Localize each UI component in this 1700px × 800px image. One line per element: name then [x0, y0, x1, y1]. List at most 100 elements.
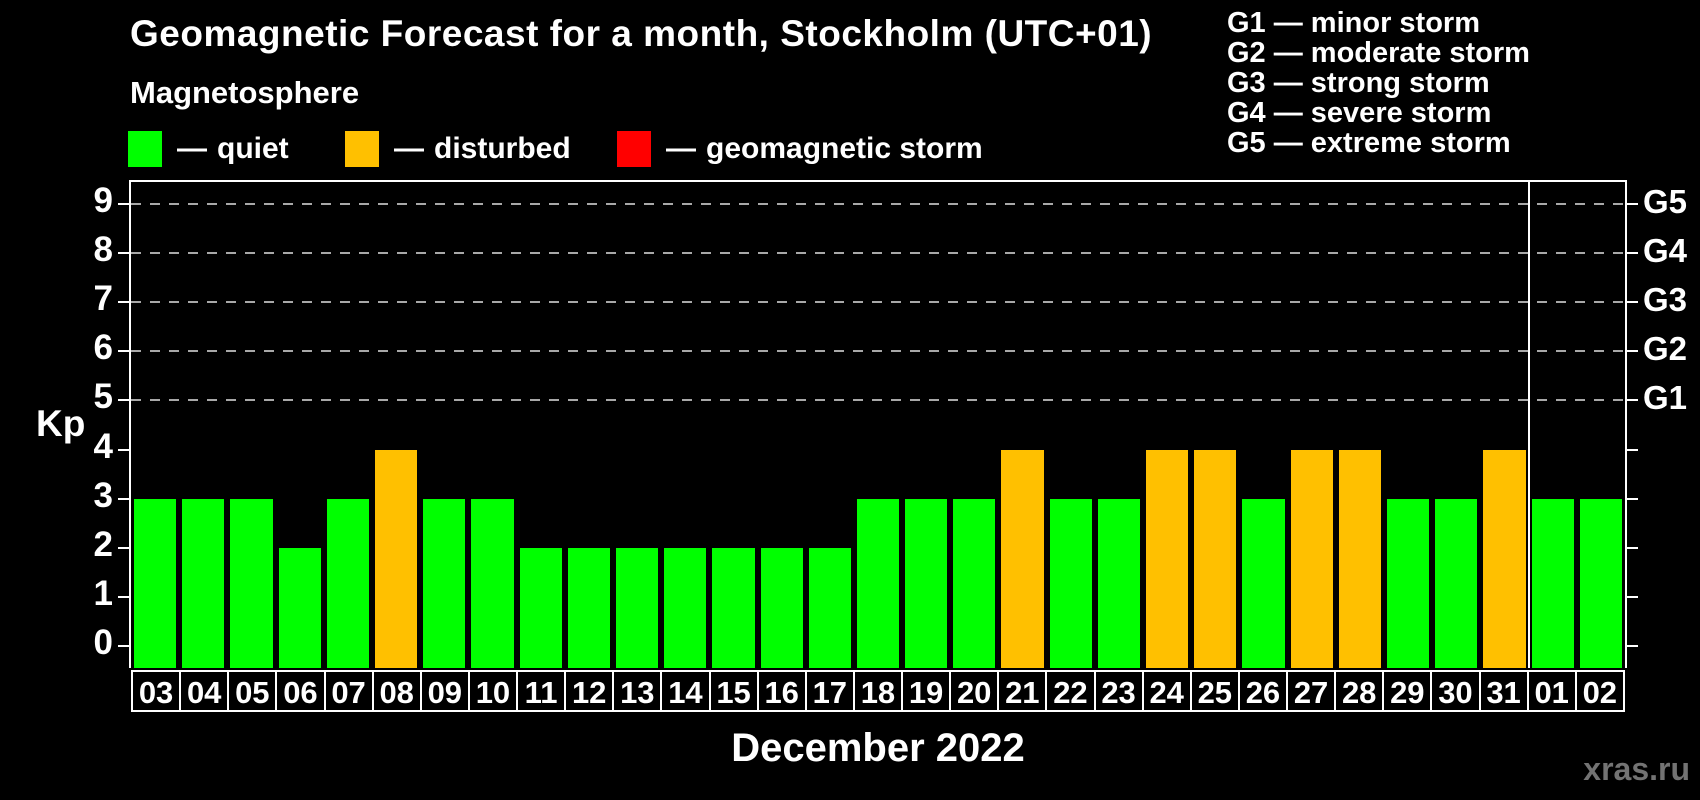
y-tick-right-8 [1627, 252, 1638, 255]
axis-left [129, 180, 131, 668]
kp-bar-day-04 [182, 498, 225, 668]
y-tick-label-9: 9 [93, 181, 113, 221]
kp-bar-day-18 [856, 498, 900, 668]
y-tick-right-4 [1627, 448, 1638, 451]
day-label-31: 31 [1478, 670, 1529, 712]
gridline-kp8 [131, 252, 1625, 255]
legend-swatch-disturbed [345, 131, 379, 167]
day-label-26: 26 [1237, 670, 1288, 712]
kp-bar-day-13 [615, 547, 659, 668]
gridline-kp7 [131, 301, 1625, 304]
storm-scale-item-g5: G5 — extreme storm [1227, 127, 1511, 159]
y-tick-right-1 [1627, 595, 1638, 598]
gridline-kp9 [131, 203, 1625, 206]
day-label-02: 02 [1574, 670, 1625, 712]
axis-top [129, 180, 1627, 182]
kp-bar-day-08 [374, 449, 418, 668]
y-tick-left-0 [118, 644, 129, 647]
day-label-18: 18 [852, 670, 903, 712]
kp-bar-day-12 [567, 547, 610, 668]
gridline-kp5 [131, 399, 1625, 402]
kp-bar-day-09 [423, 498, 466, 668]
y-tick-left-6 [118, 350, 129, 353]
kp-bar-day-05 [230, 498, 273, 668]
day-label-07: 07 [323, 670, 374, 712]
plot-area [118, 180, 1638, 668]
day-label-10: 10 [467, 670, 518, 712]
day-label-08: 08 [371, 670, 422, 712]
day-label-09: 09 [419, 670, 470, 712]
y-tick-right-2 [1627, 546, 1638, 549]
g-label-g4: G4 [1643, 232, 1688, 270]
day-label-03: 03 [131, 670, 182, 712]
g-label-g5: G5 [1643, 183, 1688, 221]
legend-heading: Magnetosphere [130, 75, 360, 110]
day-label-14: 14 [660, 670, 711, 712]
y-tick-right-5 [1627, 399, 1638, 402]
kp-bar-day-25 [1194, 449, 1237, 668]
kp-bar-day-20 [953, 498, 996, 668]
legend-label: quiet [217, 132, 289, 165]
day-label-28: 28 [1334, 670, 1385, 712]
day-label-20: 20 [949, 670, 1000, 712]
day-label-25: 25 [1189, 670, 1240, 712]
kp-bar-day-01 [1531, 498, 1574, 668]
y-tick-left-4 [118, 448, 129, 451]
kp-bar-day-14 [664, 547, 707, 668]
y-tick-left-8 [118, 252, 129, 255]
kp-bar-day-02 [1579, 498, 1622, 668]
y-axis-title: Kp [36, 403, 86, 444]
axis-right [1625, 180, 1627, 668]
day-label-30: 30 [1430, 670, 1481, 712]
legend-item-quiet: — quiet [128, 130, 289, 168]
day-label-23: 23 [1093, 670, 1144, 712]
kp-bar-day-22 [1049, 498, 1092, 668]
legend-dash: — [666, 132, 696, 165]
kp-bar-day-19 [905, 498, 948, 668]
legend-dash: — [394, 132, 424, 165]
y-tick-left-7 [118, 301, 129, 304]
g-label-g3: G3 [1643, 281, 1688, 319]
legend-swatch-geomagnetic-storm [617, 131, 651, 167]
kp-bar-day-23 [1097, 498, 1141, 668]
day-label-01: 01 [1526, 670, 1577, 712]
kp-bar-day-21 [1001, 449, 1044, 668]
y-tick-right-3 [1627, 497, 1638, 500]
storm-scale-item-g1: G1 — minor storm [1227, 7, 1480, 39]
kp-bar-day-26 [1242, 498, 1285, 668]
y-tick-label-0: 0 [93, 622, 113, 662]
y-tick-label-5: 5 [93, 377, 113, 417]
day-label-04: 04 [179, 670, 230, 712]
y-tick-label-4: 4 [93, 426, 113, 466]
storm-scale-item-g2: G2 — moderate storm [1227, 37, 1530, 69]
y-tick-label-2: 2 [93, 524, 113, 564]
kp-bar-day-24 [1146, 449, 1189, 668]
storm-scale-item-g4: G4 — severe storm [1227, 97, 1492, 129]
x-axis-day-labels: 03 04 05 06 07 08 09 10 11 12 13 14 15 16 17 18 19 20 21 22… [131, 670, 1625, 712]
kp-bar-day-06 [278, 547, 321, 668]
y-tick-right-6 [1627, 350, 1638, 353]
day-label-21: 21 [997, 670, 1048, 712]
day-label-05: 05 [227, 670, 278, 712]
day-label-15: 15 [708, 670, 759, 712]
day-label-22: 22 [1045, 670, 1096, 712]
y-tick-label-1: 1 [93, 573, 113, 613]
kp-bar-day-03 [134, 498, 177, 668]
storm-scale-item-g3: G3 — strong storm [1227, 67, 1490, 99]
y-tick-right-0 [1627, 644, 1638, 647]
y-tick-left-2 [118, 546, 129, 549]
kp-bar-day-11 [519, 547, 562, 668]
day-label-27: 27 [1286, 670, 1337, 712]
chart-title: Geomagnetic Forecast for a month, Stockh… [130, 13, 1153, 54]
day-label-11: 11 [516, 670, 567, 712]
y-tick-right-9 [1627, 203, 1638, 206]
legend-item-geomagnetic-storm: — geomagnetic storm [617, 130, 983, 168]
month-divider-line [1527, 182, 1530, 668]
day-label-17: 17 [804, 670, 855, 712]
y-tick-label-3: 3 [93, 475, 113, 515]
y-tick-left-1 [118, 595, 129, 598]
legend-label: disturbed [434, 132, 571, 165]
x-axis-title: December 2022 [731, 726, 1025, 770]
y-tick-left-5 [118, 399, 129, 402]
legend-dash: — [177, 132, 207, 165]
